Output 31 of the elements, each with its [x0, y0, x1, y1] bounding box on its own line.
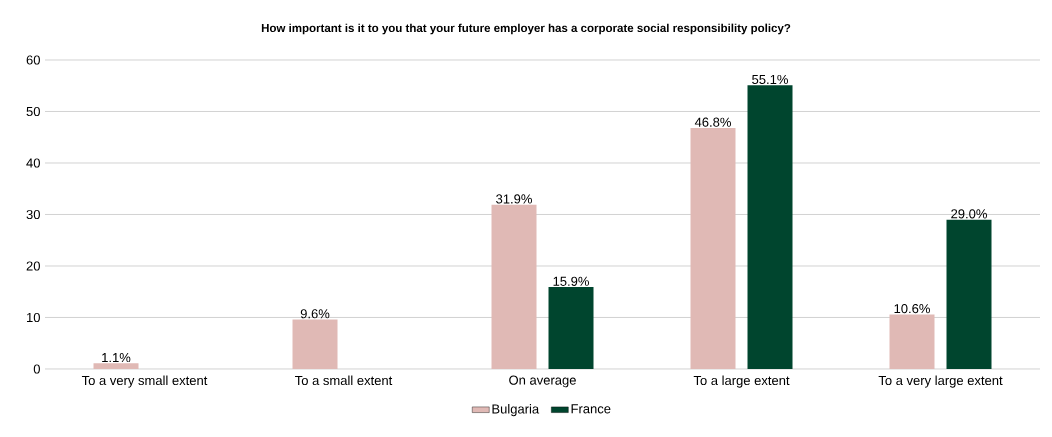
y-tick-label: 50: [26, 106, 40, 117]
legend-label: France: [571, 404, 611, 414]
data-label: 9.6%: [300, 309, 330, 319]
data-label: 46.8%: [694, 117, 731, 127]
bar: [93, 363, 139, 369]
x-tick-label: To a very large extent: [878, 375, 1003, 388]
x-tick-label: On average: [509, 375, 576, 388]
x-tick-label: To a small extent: [295, 375, 393, 386]
y-tick-label: 10: [27, 312, 40, 323]
data-label: 10.6%: [894, 303, 930, 314]
bar: [491, 204, 537, 369]
x-tick-label: To a very small extent: [81, 375, 208, 388]
bar: [690, 127, 736, 369]
y-tick-label: 40: [26, 158, 40, 168]
bar: [889, 314, 935, 369]
bar: [747, 85, 793, 369]
x-tick-label: To a large extent: [693, 375, 790, 388]
bar: [548, 287, 594, 369]
y-tick-label: 60: [26, 55, 40, 65]
bar: [292, 319, 338, 369]
y-tick-label: 0: [33, 364, 40, 374]
y-tick-label: 20: [26, 261, 40, 271]
data-label: 15.9%: [553, 276, 589, 286]
legend-label: Bulgaria: [492, 404, 540, 417]
data-label: 1.1%: [102, 353, 131, 363]
data-label: 55.1%: [752, 74, 788, 85]
data-label: 29.0%: [951, 209, 987, 219]
y-tick-label: 30: [26, 209, 40, 220]
chart-title: How important is it to you that your future employer has a corporate social responsibility policy?: [261, 23, 791, 35]
data-label: 31.9%: [496, 194, 532, 204]
bar: [946, 219, 992, 369]
